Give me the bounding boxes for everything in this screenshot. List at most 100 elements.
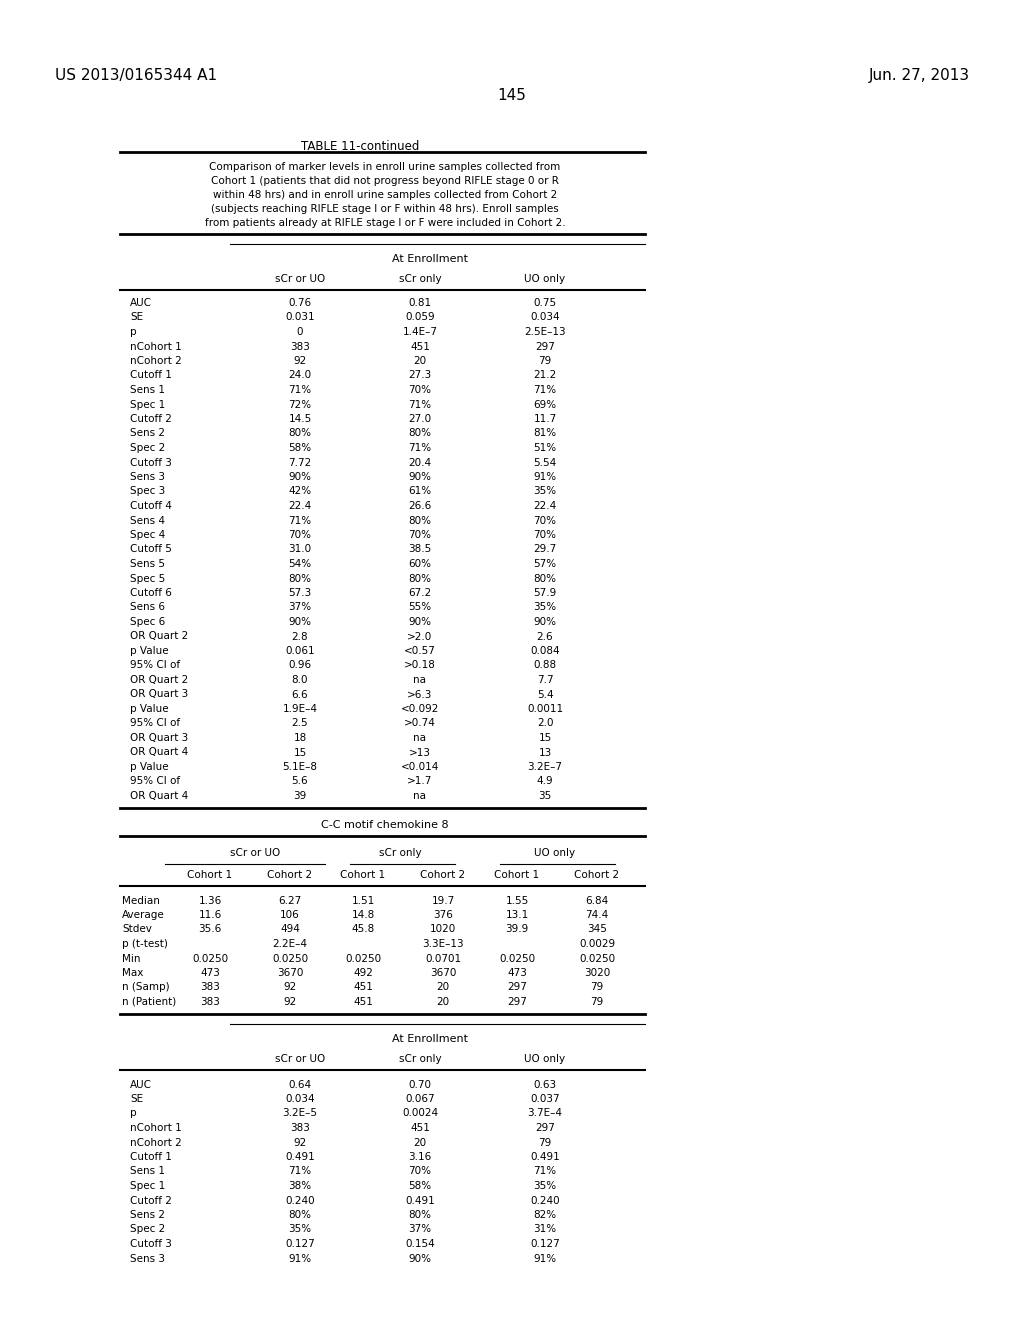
Text: 20: 20 (436, 982, 450, 993)
Text: Sens 3: Sens 3 (130, 473, 165, 482)
Text: within 48 hrs) and in enroll urine samples collected from Cohort 2: within 48 hrs) and in enroll urine sampl… (213, 190, 557, 201)
Text: 67.2: 67.2 (409, 587, 432, 598)
Text: 3.2E–7: 3.2E–7 (527, 762, 562, 772)
Text: Stdev: Stdev (122, 924, 152, 935)
Text: Cutoff 4: Cutoff 4 (130, 502, 172, 511)
Text: At Enrollment: At Enrollment (392, 253, 468, 264)
Text: 383: 383 (290, 1123, 310, 1133)
Text: OR Quart 3: OR Quart 3 (130, 733, 188, 743)
Text: 2.5: 2.5 (292, 718, 308, 729)
Text: SE: SE (130, 313, 143, 322)
Text: 11.7: 11.7 (534, 414, 557, 424)
Text: 13: 13 (539, 747, 552, 758)
Text: 7.7: 7.7 (537, 675, 553, 685)
Text: 0.031: 0.031 (286, 313, 314, 322)
Text: na: na (414, 675, 427, 685)
Text: Spec 3: Spec 3 (130, 487, 165, 496)
Text: 24.0: 24.0 (289, 371, 311, 380)
Text: 0.0024: 0.0024 (402, 1109, 438, 1118)
Text: 15: 15 (539, 733, 552, 743)
Text: Cohort 2: Cohort 2 (267, 870, 312, 879)
Text: Cutoff 1: Cutoff 1 (130, 1152, 172, 1162)
Text: 0.127: 0.127 (285, 1239, 314, 1249)
Text: Cutoff 1: Cutoff 1 (130, 371, 172, 380)
Text: n (Patient): n (Patient) (122, 997, 176, 1007)
Text: 51%: 51% (534, 444, 557, 453)
Text: 473: 473 (507, 968, 527, 978)
Text: 82%: 82% (534, 1210, 557, 1220)
Text: Median: Median (122, 895, 160, 906)
Text: >6.3: >6.3 (408, 689, 433, 700)
Text: 72%: 72% (289, 400, 311, 409)
Text: 35%: 35% (289, 1225, 311, 1234)
Text: 91%: 91% (534, 1254, 557, 1263)
Text: n (Samp): n (Samp) (122, 982, 170, 993)
Text: 0.0250: 0.0250 (499, 953, 536, 964)
Text: 0: 0 (297, 327, 303, 337)
Text: <0.092: <0.092 (400, 704, 439, 714)
Text: 383: 383 (200, 982, 220, 993)
Text: 80%: 80% (289, 573, 311, 583)
Text: 21.2: 21.2 (534, 371, 557, 380)
Text: Cutoff 2: Cutoff 2 (130, 1196, 172, 1205)
Text: Comparison of marker levels in enroll urine samples collected from: Comparison of marker levels in enroll ur… (209, 162, 560, 172)
Text: Sens 5: Sens 5 (130, 558, 165, 569)
Text: US 2013/0165344 A1: US 2013/0165344 A1 (55, 69, 217, 83)
Text: 71%: 71% (409, 444, 431, 453)
Text: 1.36: 1.36 (199, 895, 221, 906)
Text: nCohort 2: nCohort 2 (130, 356, 181, 366)
Text: 71%: 71% (534, 1167, 557, 1176)
Text: 35: 35 (539, 791, 552, 801)
Text: 79: 79 (591, 982, 603, 993)
Text: 1.51: 1.51 (351, 895, 375, 906)
Text: Cohort 1: Cohort 1 (187, 870, 232, 879)
Text: 2.2E–4: 2.2E–4 (272, 939, 307, 949)
Text: 0.70: 0.70 (409, 1080, 431, 1089)
Text: 3020: 3020 (584, 968, 610, 978)
Text: Jun. 27, 2013: Jun. 27, 2013 (869, 69, 970, 83)
Text: 3.3E–13: 3.3E–13 (422, 939, 464, 949)
Text: Cohort 1 (patients that did not progress beyond RIFLE stage 0 or R: Cohort 1 (patients that did not progress… (211, 176, 559, 186)
Text: 13.1: 13.1 (506, 909, 528, 920)
Text: 70%: 70% (289, 531, 311, 540)
Text: Sens 4: Sens 4 (130, 516, 165, 525)
Text: Spec 2: Spec 2 (130, 444, 165, 453)
Text: 0.034: 0.034 (530, 313, 560, 322)
Text: 0.059: 0.059 (406, 313, 435, 322)
Text: 7.72: 7.72 (289, 458, 311, 467)
Text: 0.0250: 0.0250 (272, 953, 308, 964)
Text: Cutoff 2: Cutoff 2 (130, 414, 172, 424)
Text: >2.0: >2.0 (408, 631, 432, 642)
Text: sCr or UO: sCr or UO (274, 275, 326, 284)
Text: p (t-test): p (t-test) (122, 939, 168, 949)
Text: 79: 79 (539, 356, 552, 366)
Text: OR Quart 3: OR Quart 3 (130, 689, 188, 700)
Text: 297: 297 (536, 342, 555, 351)
Text: 26.6: 26.6 (409, 502, 432, 511)
Text: 451: 451 (353, 982, 373, 993)
Text: >13: >13 (409, 747, 431, 758)
Text: 0.63: 0.63 (534, 1080, 557, 1089)
Text: 0.0029: 0.0029 (579, 939, 615, 949)
Text: 27.3: 27.3 (409, 371, 432, 380)
Text: 4.9: 4.9 (537, 776, 553, 787)
Text: 95% CI of: 95% CI of (130, 776, 180, 787)
Text: 2.8: 2.8 (292, 631, 308, 642)
Text: 71%: 71% (409, 400, 431, 409)
Text: Spec 5: Spec 5 (130, 573, 165, 583)
Text: Sens 3: Sens 3 (130, 1254, 165, 1263)
Text: sCr or UO: sCr or UO (229, 847, 281, 858)
Text: 92: 92 (284, 997, 297, 1007)
Text: 0.491: 0.491 (285, 1152, 314, 1162)
Text: 8.0: 8.0 (292, 675, 308, 685)
Text: 451: 451 (353, 997, 373, 1007)
Text: sCr or UO: sCr or UO (274, 1053, 326, 1064)
Text: 0.64: 0.64 (289, 1080, 311, 1089)
Text: 0.88: 0.88 (534, 660, 557, 671)
Text: AUC: AUC (130, 298, 152, 308)
Text: 42%: 42% (289, 487, 311, 496)
Text: 0.0250: 0.0250 (191, 953, 228, 964)
Text: p: p (130, 1109, 136, 1118)
Text: 69%: 69% (534, 400, 557, 409)
Text: 70%: 70% (409, 1167, 431, 1176)
